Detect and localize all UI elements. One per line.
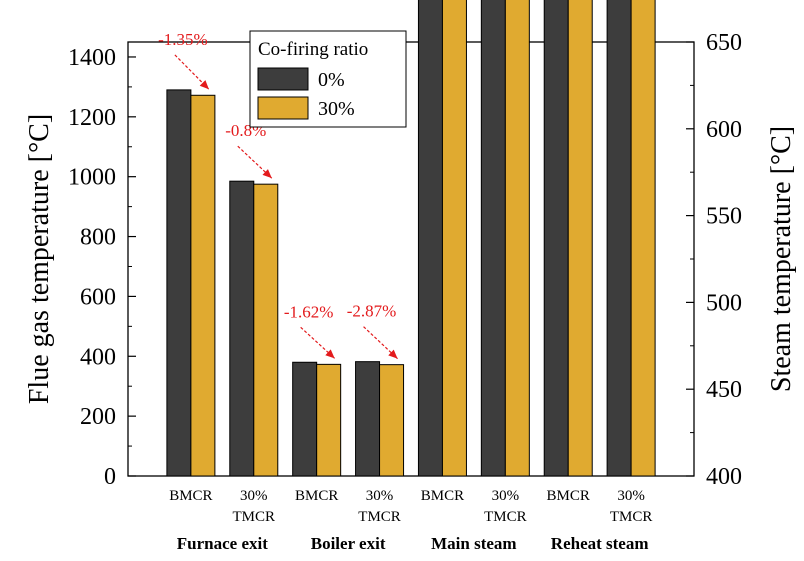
- bar-cofiring-30: [379, 364, 405, 477]
- percent-change-arrow: [300, 326, 336, 359]
- legend-label: 0%: [318, 69, 345, 91]
- bar-cofiring-0: [292, 361, 318, 477]
- category-label: 30%: [617, 488, 645, 504]
- percent-change-arrowhead: [388, 349, 398, 359]
- y-tick-label: 0: [104, 464, 116, 490]
- percent-change-arrowhead: [262, 169, 272, 179]
- y2-axis-title: Steam temperature [°C]: [766, 126, 797, 392]
- y-axis-title: Flue gas temperature [°C]: [24, 114, 55, 404]
- y-tick-label: 1400: [68, 45, 116, 71]
- y-tick-label: 200: [80, 404, 116, 430]
- category-label-line2: TMCR: [484, 509, 527, 525]
- y2-tick-label: 600: [706, 117, 742, 143]
- legend-title: Co-firing ratio: [258, 39, 368, 60]
- bar-cofiring-0: [543, 0, 569, 477]
- category-label: BMCR: [421, 488, 464, 504]
- percent-change-arrow: [363, 326, 398, 360]
- legend-label: 30%: [318, 98, 355, 120]
- percent-change-arrowhead: [199, 80, 209, 90]
- bar-cofiring-30: [190, 94, 216, 477]
- group-label: Main steam: [431, 534, 516, 553]
- percent-change-label: -2.87%: [347, 302, 397, 321]
- category-label: BMCR: [295, 488, 338, 504]
- category-label-line2: TMCR: [233, 509, 276, 525]
- group-label: Boiler exit: [311, 534, 386, 553]
- bar-cofiring-30: [567, 0, 593, 477]
- y2-tick-label: 650: [706, 30, 742, 56]
- bar-cofiring-30: [504, 0, 530, 477]
- y-tick-label: 600: [80, 284, 116, 310]
- bar-cofiring-30: [630, 0, 656, 477]
- legend-swatch: [257, 67, 309, 91]
- y-tick-label: 800: [80, 225, 116, 251]
- category-label: BMCR: [169, 488, 212, 504]
- category-label: 30%: [492, 488, 520, 504]
- y-tick-label: 1000: [68, 165, 116, 191]
- bar-cofiring-0: [417, 0, 443, 477]
- category-label-line2: TMCR: [610, 509, 653, 525]
- group-label: Furnace exit: [177, 534, 268, 553]
- category-label: BMCR: [547, 488, 590, 504]
- bar-cofiring-0: [355, 361, 381, 477]
- category-label: 30%: [366, 488, 394, 504]
- bar-cofiring-30: [316, 363, 342, 477]
- percent-change-arrow: [237, 145, 273, 179]
- bar-cofiring-0: [480, 0, 506, 477]
- y2-tick-label: 400: [706, 464, 742, 490]
- bar-cofiring-0: [166, 89, 192, 477]
- legend-swatch: [257, 96, 309, 120]
- bar-cofiring-0: [229, 180, 255, 477]
- y2-tick-label: 500: [706, 290, 742, 316]
- category-label: 30%: [240, 488, 268, 504]
- percent-change-label: -1.35%: [158, 30, 208, 49]
- bar-cofiring-30: [441, 0, 467, 477]
- category-label-line2: TMCR: [358, 509, 401, 525]
- y-tick-label: 1200: [68, 105, 116, 131]
- bar-cofiring-30: [253, 183, 279, 477]
- percent-change-label: -1.62%: [284, 302, 334, 321]
- y2-tick-label: 450: [706, 377, 742, 403]
- group-label: Reheat steam: [551, 534, 649, 553]
- percent-change-arrowhead: [325, 349, 335, 359]
- bar-cofiring-0: [606, 0, 632, 477]
- y2-tick-label: 550: [706, 204, 742, 230]
- y-tick-label: 400: [80, 344, 116, 370]
